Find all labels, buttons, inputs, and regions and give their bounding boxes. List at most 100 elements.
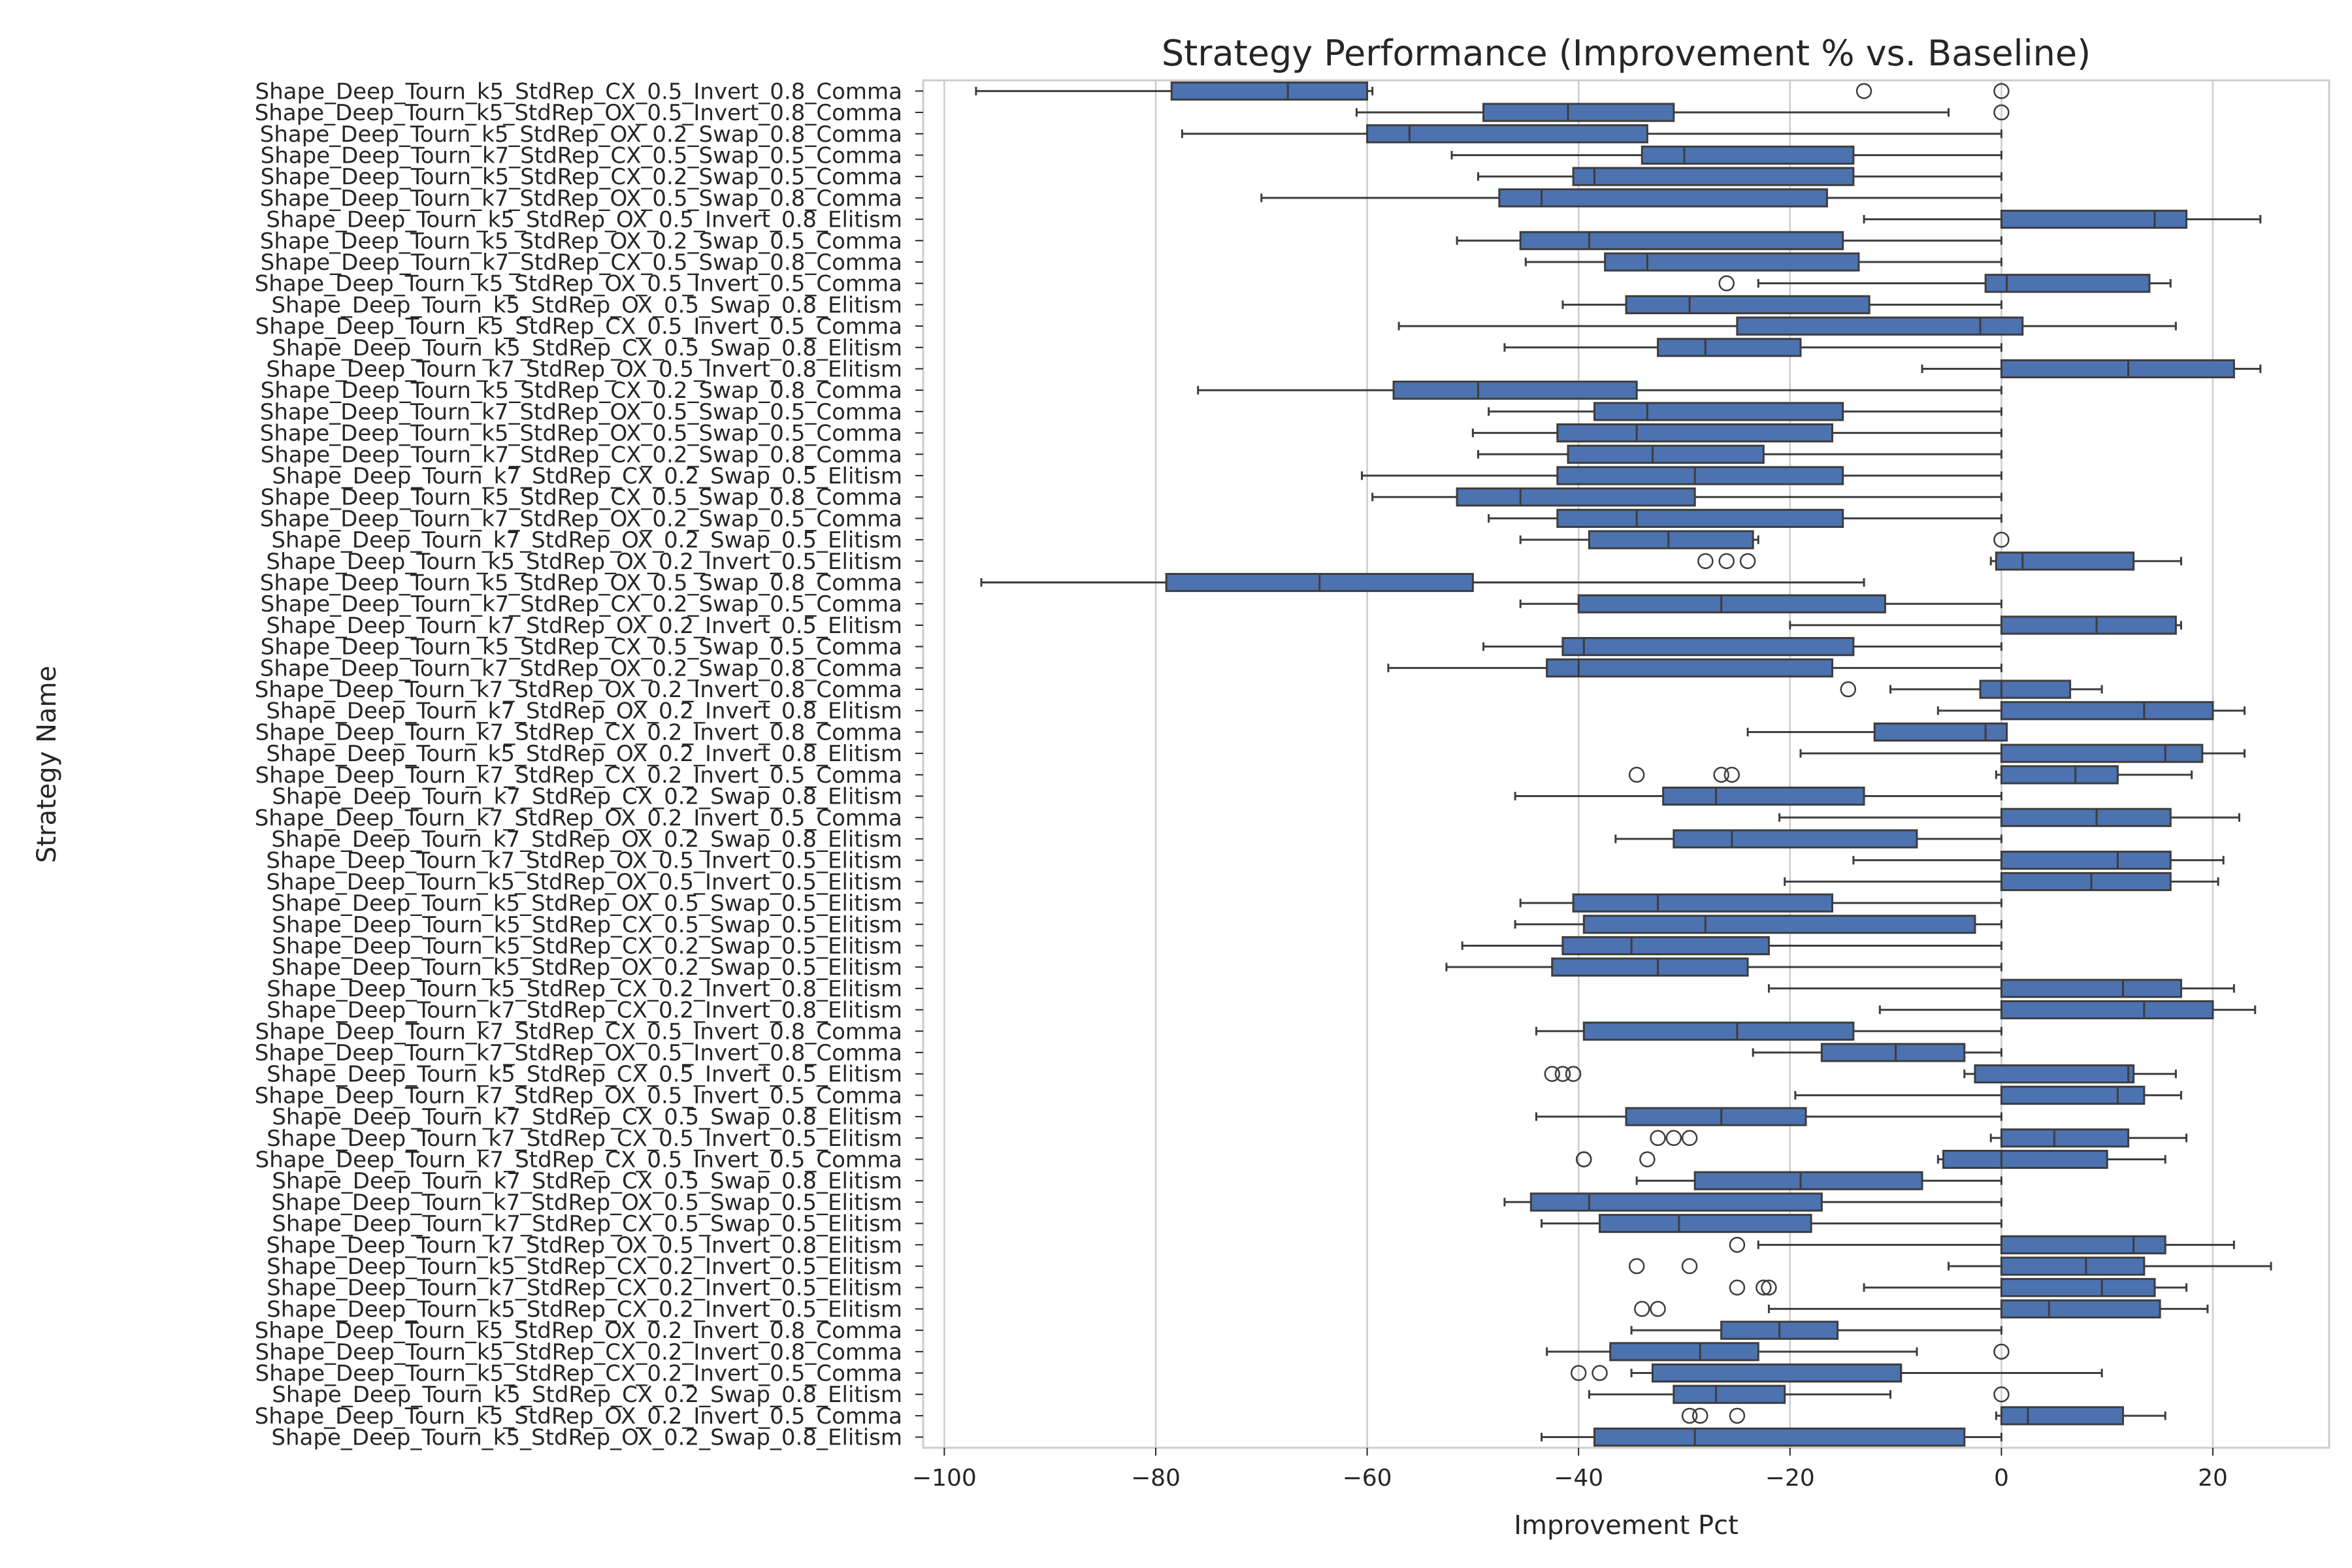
box-group	[1852, 851, 2225, 870]
box-group	[1541, 1214, 2002, 1233]
y-category-label: Shape_Deep_Tourn_k5_StdRep_CX_0.5_Swap_0…	[272, 335, 902, 361]
y-category-label: Shape_Deep_Tourn_k7_StdRep_OX_0.2_Invert…	[255, 805, 902, 831]
x-tick-label: −100	[912, 1465, 977, 1492]
y-category-label: Shape_Deep_Tourn_k5_StdRep_OX_0.5_Invert…	[266, 869, 902, 895]
box-group	[1588, 1384, 2010, 1404]
iqr-box	[1693, 1171, 1923, 1190]
iqr-box	[1657, 338, 1802, 357]
iqr-box	[1662, 786, 1865, 806]
box-group	[1767, 979, 2235, 998]
box-group	[1503, 338, 2002, 357]
iqr-box	[2000, 701, 2214, 721]
box-group	[1697, 551, 2182, 571]
y-category-label: Shape_Deep_Tourn_k5_StdRep_CX_0.2_Invert…	[267, 1254, 902, 1280]
outlier-point	[1681, 1130, 1698, 1147]
box-group	[1628, 1256, 2272, 1276]
iqr-box	[1556, 508, 1844, 528]
y-category-label: Shape_Deep_Tourn_k5_StdRep_OX_0.5_Invert…	[255, 100, 902, 126]
iqr-box	[1170, 81, 1369, 101]
y-category-label: Shape_Deep_Tourn_k5_StdRep_OX_0.2_Invert…	[266, 549, 902, 575]
outlier-point	[1697, 553, 1714, 570]
iqr-box	[1519, 231, 1844, 250]
y-category-label: Shape_Deep_Tourn_k5_StdRep_OX_0.2_Swap_0…	[271, 955, 902, 981]
box-group	[1445, 957, 2002, 977]
outlier-point	[1729, 1237, 1746, 1253]
outlier-point	[1855, 83, 1872, 99]
box-group	[1729, 1278, 2188, 1298]
y-category-label: Shape_Deep_Tourn_k7_StdRep_CX_0.5_Swap_0…	[272, 1168, 902, 1194]
box-group	[1535, 1021, 2002, 1041]
iqr-box	[1995, 551, 2135, 571]
y-category-label: Shape_Deep_Tourn_k7_StdRep_CX_0.2_Invert…	[267, 1275, 902, 1301]
box-group	[1561, 295, 2002, 314]
iqr-box	[1392, 380, 1638, 400]
y-category-label: Shape_Deep_Tourn_k7_StdRep_CX_0.5_Swap_0…	[261, 142, 902, 169]
x-tick-label: −40	[1554, 1465, 1603, 1492]
y-category-label: Shape_Deep_Tourn_k5_StdRep_OX_0.5_Swap_0…	[271, 292, 902, 318]
box-group	[1778, 808, 2240, 827]
y-category-label: Shape_Deep_Tourn_k7_StdRep_OX_0.5_Swap_0…	[271, 1190, 902, 1216]
y-category-label: Shape_Deep_Tourn_k5_StdRep_OX_0.2_Invert…	[266, 741, 902, 767]
iqr-box	[1625, 295, 1870, 314]
y-category-label: Shape_Deep_Tourn_k7_StdRep_CX_0.2_Invert…	[255, 762, 902, 789]
y-category-label: Shape_Deep_Tourn_k5_StdRep_OX_0.5_Invert…	[255, 271, 902, 297]
box-group	[1789, 615, 2182, 635]
box-group	[1519, 893, 2002, 913]
outlier-point	[1718, 553, 1735, 570]
y-category-label: Shape_Deep_Tourn_k7_StdRep_CX_0.5_Swap_0…	[272, 1211, 902, 1237]
outlier-point	[1681, 1258, 1698, 1275]
outlier-point	[1565, 1066, 1582, 1082]
iqr-box	[2000, 851, 2172, 870]
outlier-point	[1729, 1279, 1746, 1296]
x-tick-label: −20	[1765, 1465, 1815, 1492]
iqr-box	[1974, 1064, 2135, 1084]
y-category-label: Shape_Deep_Tourn_k5_StdRep_CX_0.5_Swap_0…	[261, 485, 902, 511]
box-group	[1628, 765, 2193, 785]
iqr-box	[1736, 316, 2024, 336]
y-axis-label: Strategy Name	[32, 666, 62, 863]
y-category-label: Shape_Deep_Tourn_k5_StdRep_CX_0.2_Swap_0…	[261, 378, 902, 404]
outlier-point	[1713, 766, 1729, 783]
iqr-box	[1529, 1192, 1823, 1212]
box-group	[1570, 1363, 2103, 1383]
iqr-box	[2000, 209, 2188, 229]
y-category-label: Shape_Deep_Tourn_k7_StdRep_CX_0.2_Swap_0…	[261, 591, 902, 617]
iqr-box	[1582, 1021, 1855, 1041]
iqr-box	[1604, 252, 1860, 272]
box-group	[1482, 637, 2002, 657]
y-category-label: Shape_Deep_Tourn_k7_StdRep_CX_0.2_Invert…	[255, 719, 902, 745]
box-group	[1729, 1235, 2235, 1254]
iqr-box	[1673, 1384, 1786, 1404]
outlier-point	[1756, 1279, 1772, 1296]
y-category-label: Shape_Deep_Tourn_k5_StdRep_OX_0.2_Swap_0…	[271, 1425, 902, 1451]
box-group	[1546, 1342, 2010, 1362]
iqr-box	[1625, 1107, 1807, 1126]
outlier-point	[1718, 275, 1735, 291]
box-group	[1514, 915, 2002, 934]
y-category-label: Shape_Deep_Tourn_k5_StdRep_CX_0.2_Invert…	[267, 1296, 902, 1322]
y-category-label: Shape_Deep_Tourn_k5_StdRep_OX_0.2_Swap_0…	[260, 228, 902, 254]
box-group	[1477, 167, 2002, 186]
box-group	[1519, 530, 2010, 549]
outlier-point	[1761, 1279, 1777, 1296]
y-category-label: Shape_Deep_Tourn_k7_StdRep_CX_0.5_Invert…	[267, 1126, 902, 1152]
y-category-label: Shape_Deep_Tourn_k5_StdRep_CX_0.2_Swap_0…	[261, 164, 902, 190]
y-category-label: Shape_Deep_Tourn_k7_StdRep_OX_0.2_Swap_0…	[260, 655, 902, 681]
y-category-label: Shape_Deep_Tourn_k7_StdRep_CX_0.2_Swap_0…	[261, 442, 902, 468]
outlier-point	[1993, 1343, 2010, 1360]
y-category-label: Shape_Deep_Tourn_k5_StdRep_OX_0.2_Invert…	[255, 1403, 902, 1429]
box-group	[1471, 423, 2002, 443]
outlier-point	[1681, 1407, 1698, 1424]
box-group	[1634, 1299, 2209, 1319]
box-group	[1355, 103, 2010, 122]
box-group	[1514, 786, 2002, 806]
y-category-label: Shape_Deep_Tourn_k5_StdRep_CX_0.5_Swap_0…	[261, 634, 902, 661]
y-category-label: Shape_Deep_Tourn_k7_StdRep_OX_0.5_Invert…	[255, 1083, 902, 1109]
iqr-box	[1366, 124, 1648, 144]
y-category-label: Shape_Deep_Tourn_k7_StdRep_OX_0.2_Swap_0…	[260, 506, 902, 532]
y-category-label: Shape_Deep_Tourn_k5_StdRep_CX_0.5_Invert…	[267, 1062, 902, 1088]
iqr-box	[1567, 444, 1765, 464]
box-group	[1181, 124, 2002, 144]
outlier-point	[1634, 1301, 1650, 1317]
